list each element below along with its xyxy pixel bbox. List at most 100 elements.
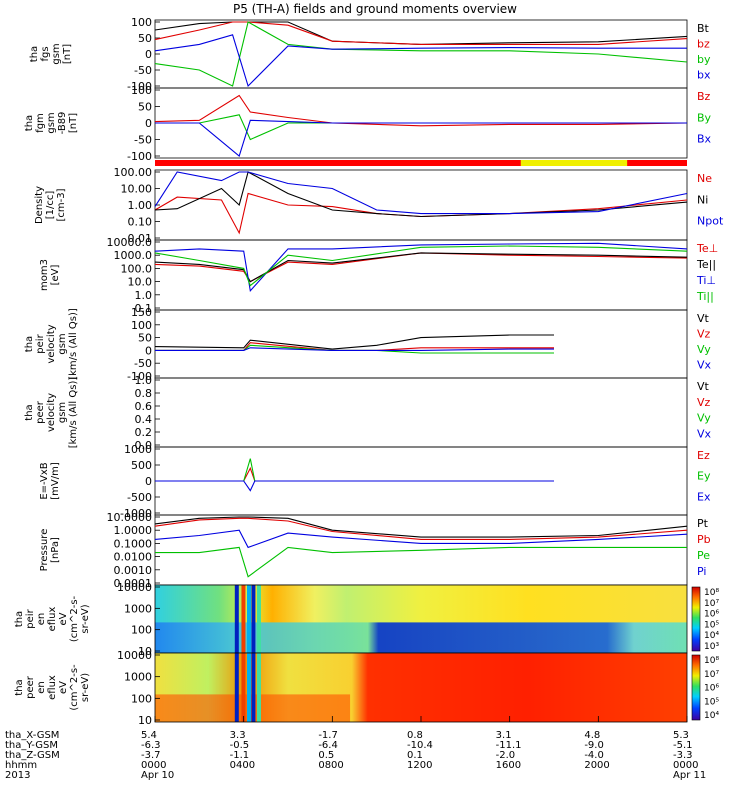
y-tick-label: -500 <box>127 491 152 504</box>
y-axis-label-line: gsm <box>51 43 62 64</box>
legend-entry: bz <box>697 38 710 51</box>
colorbar-scale <box>691 654 701 721</box>
y-axis-label-line: (cm^2-s- <box>69 664 80 711</box>
x-axis-value: -6.4 <box>318 740 338 751</box>
y-tick-label: -100 <box>127 150 152 163</box>
colorbar-tick-label: 10⁷ <box>704 670 719 680</box>
y-tick-label: 1.0 <box>135 374 153 387</box>
legend-entry: Ni <box>697 193 708 206</box>
legend-entry: Te|| <box>696 258 716 271</box>
y-tick-label: 0 <box>145 48 152 61</box>
series-line <box>155 466 554 482</box>
series-line <box>154 171 688 215</box>
series-line <box>155 343 687 351</box>
series-group-3 <box>154 242 688 293</box>
legend: Te⊥ Te|| Ti⊥ Ti|| <box>696 242 718 303</box>
y-tick-label: 1.0000 <box>114 524 153 537</box>
y-axis-label-line: eflux <box>47 675 58 700</box>
y-tick-label: 0 <box>145 344 152 357</box>
series-line <box>155 546 687 578</box>
colorbar-tick-label: 10⁴ <box>704 711 719 721</box>
x-axis-value: 0.5 <box>318 750 334 761</box>
spectrogram-stripe <box>251 585 256 653</box>
y-axis-label-line: tha <box>14 679 25 695</box>
y-axis-label-line: tha <box>24 336 35 352</box>
series-line <box>155 114 687 141</box>
y-axis-label-line: [nT] <box>68 113 79 133</box>
series-line <box>155 335 687 349</box>
y-axis-label-line: gsm <box>57 333 68 354</box>
series-group-0 <box>154 21 688 88</box>
x-axis-value: 1200 <box>407 760 432 771</box>
spectrogram-stripe <box>241 585 246 653</box>
colorbar-tick-label: 10⁸ <box>704 588 719 598</box>
y-tick-label: 500 <box>131 459 152 472</box>
y-axis-label-line: Pressure <box>39 529 50 572</box>
y-axis-label: Pressure [nPa] <box>39 529 61 572</box>
y-axis-label: tha fgs gsm [nT] <box>29 43 73 64</box>
y-axis-label-line: eflux <box>47 607 58 632</box>
y-tick-label: 0.1 <box>135 302 153 315</box>
colorbar-tick-label: 10⁷ <box>704 599 719 609</box>
x-axis-row-label: tha_Y-GSM <box>5 740 58 751</box>
series-line <box>154 21 688 87</box>
series-group-4 <box>155 335 687 353</box>
y-tick-label: 10 <box>138 714 152 727</box>
legend-entry: Pi <box>697 565 706 578</box>
y-axis-label-line: sr-eV) <box>80 604 91 633</box>
x-axis-row-label: tha_Z-GSM <box>5 750 60 761</box>
y-axis-label-line: peer <box>35 400 46 424</box>
legend-entry: Vt <box>697 380 710 393</box>
panel-density: 100.00 10.00 1.00 0.10 0.01 Density [1/cc] [cm-… <box>34 166 724 245</box>
status-bar-yellow <box>520 160 628 166</box>
x-axis-value: Apr 10 <box>141 770 174 781</box>
y-axis-label-line: [eV] <box>50 265 61 286</box>
series-line <box>154 252 688 283</box>
y-tick-label: 0.0100 <box>114 551 153 564</box>
y-tick-label: 0.10 <box>128 216 153 229</box>
y-tick-label: 100 <box>131 624 152 637</box>
y-tick-label: -50 <box>134 64 152 77</box>
y-axis-label-line: fgs <box>40 46 51 61</box>
legend-entry: Pb <box>697 533 711 546</box>
x-axis-value: -4.0 <box>584 750 604 761</box>
x-axis-value: 3.3 <box>230 730 246 741</box>
y-tick-label: 100 <box>131 84 152 97</box>
y-tick-label: 50 <box>138 32 152 45</box>
panel-efield: 1000 500 0 -500 -1000 E=-VxB [mV/m] Ez Ey Ex <box>39 443 711 520</box>
legend-entry: Vy <box>697 412 711 425</box>
y-axis-label: tha peir en eflux eV (cm^2-s-sr-eV) <box>14 595 91 642</box>
x-axis-value: 0000 <box>673 760 698 771</box>
x-axis-annotation: tha_X-GSM 5.4 3.3 -1.7 0.8 3.1 4.8 5.3 tha_Y-GSM… <box>5 716 706 781</box>
y-tick-label: 50 <box>138 332 152 345</box>
y-tick-label: 10.0000 <box>107 511 153 524</box>
legend: Ne Ni Npot <box>697 172 724 228</box>
y-tick-label: 150 <box>131 306 152 319</box>
series-line <box>154 517 688 540</box>
x-axis-value: Apr 11 <box>673 770 706 781</box>
y-axis-label-line: tha <box>29 46 40 62</box>
legend: Bt bz by bx <box>697 22 711 82</box>
y-tick-label: -50 <box>134 357 152 370</box>
y-axis-label-line: mom3 <box>39 259 50 291</box>
y-tick-label: 0.2 <box>135 426 153 439</box>
panel-peer: 1.00.80.60.40.20.0 tha peer velocity gsm [km/… <box>24 374 712 452</box>
spectrogram-stripe <box>256 653 261 722</box>
y-tick-label: 100 <box>131 319 152 332</box>
y-axis-label-line: Density <box>34 186 45 224</box>
x-axis-value: -3.3 <box>673 750 693 761</box>
panel-frame <box>154 169 688 241</box>
series-line <box>154 252 688 283</box>
y-tick-label: 0 <box>145 117 152 130</box>
spectrogram-stripe <box>256 585 261 653</box>
legend-entry: By <box>697 111 712 124</box>
x-axis-value: -2.0 <box>496 750 516 761</box>
x-axis-value: 1600 <box>496 760 521 771</box>
legend-entry: Ti⊥ <box>696 274 716 287</box>
y-tick-label: 10.00 <box>121 183 153 196</box>
spectrogram-stripe <box>251 653 256 722</box>
legend-entry: bx <box>697 69 711 82</box>
y-tick-label: 1000.0 <box>114 249 153 262</box>
y-axis-label-line: eV <box>58 681 69 694</box>
x-axis-value: 5.3 <box>673 730 689 741</box>
